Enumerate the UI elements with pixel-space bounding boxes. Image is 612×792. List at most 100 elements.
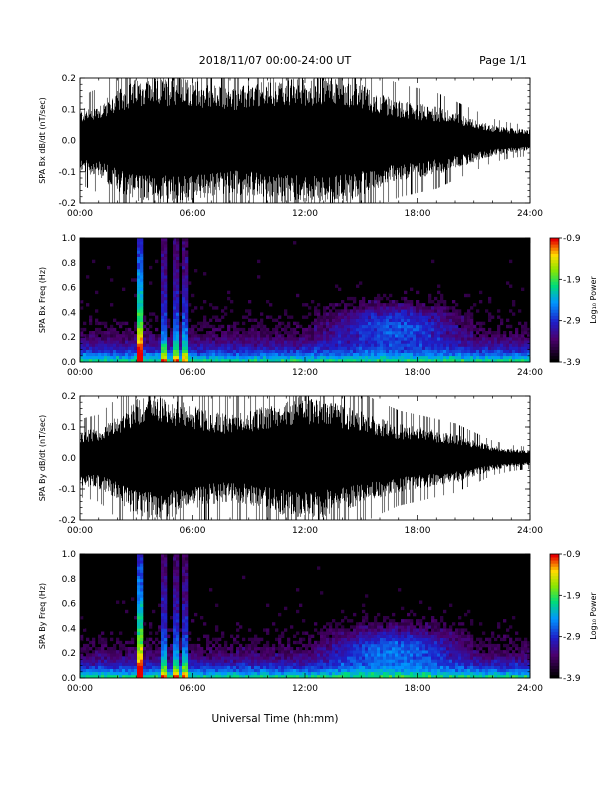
spectrogram-cell [248, 662, 252, 666]
spectrogram-cell [326, 331, 330, 335]
spectrogram-cell [179, 349, 183, 353]
spectrogram-cell [410, 321, 414, 326]
spectrogram-cell [266, 656, 270, 660]
spectrogram-cell [125, 609, 129, 614]
spectrogram-cell [410, 650, 414, 654]
spectrogram-cell [122, 331, 126, 335]
spectrogram-cell [257, 324, 261, 329]
spectrogram-cell [173, 337, 177, 341]
spectrogram-cell [446, 634, 450, 638]
spectrogram-cell [113, 358, 117, 363]
spectrogram-cell [362, 656, 366, 660]
spectrogram-cell [323, 324, 327, 329]
spectrogram-cell [185, 300, 189, 304]
spectrogram-cell [185, 572, 189, 576]
spectrogram-cell [227, 349, 231, 353]
spectrogram-cell [431, 628, 435, 632]
spectrogram-cell [497, 309, 501, 313]
spectrogram-cell [347, 349, 351, 353]
spectrogram-cell [179, 327, 183, 332]
spectrogram-cell [374, 334, 378, 338]
spectrogram-cell [431, 355, 435, 360]
spectrogram-cell [320, 628, 324, 632]
spectrogram-cell [458, 352, 462, 357]
spectrogram-cell [434, 634, 438, 638]
spectrogram-cell [191, 340, 195, 344]
spectrogram-cell [443, 650, 447, 654]
spectrogram-cell [431, 674, 435, 679]
spectrogram-cell [137, 603, 141, 607]
spectrogram-cell [428, 662, 432, 666]
spectrogram-cell [212, 674, 216, 679]
spectrogram-cell [368, 315, 372, 319]
spectrogram-cell [410, 659, 414, 663]
spectrogram-cell [215, 352, 219, 357]
spectrogram-cell [176, 628, 180, 632]
spectrogram-cell [422, 315, 426, 319]
spectrogram-cell [173, 637, 177, 642]
spectrogram-cell [266, 650, 270, 654]
spectrogram-cell [371, 634, 375, 638]
spectrogram-cell [347, 346, 351, 350]
spectrogram-cell [353, 671, 357, 676]
spectrogram-cell [299, 358, 303, 363]
spectrogram-cell [380, 321, 384, 326]
spectrogram-cell [107, 674, 111, 679]
spectrogram-cell [287, 334, 291, 338]
spectrogram-cell [167, 358, 171, 363]
spectrogram-cell [137, 250, 141, 254]
spectrogram-cell [479, 352, 483, 357]
spectrogram-cell [440, 321, 444, 326]
spectrogram-cell [362, 659, 366, 663]
spectrogram-cell [350, 634, 354, 638]
spectrogram-cell [230, 659, 234, 663]
spectrogram-cell [173, 334, 177, 338]
spectrogram-cell [371, 315, 375, 319]
spectrogram-cell [119, 662, 123, 666]
spectrogram-cell [425, 309, 429, 313]
spectrogram-cell [392, 625, 396, 629]
spectrogram-cell [269, 303, 273, 307]
spectrogram-cell [434, 352, 438, 357]
spectrogram-cell [173, 275, 177, 279]
spectrogram-cell [296, 640, 300, 645]
spectrogram-cell [176, 674, 180, 679]
spectrogram-cell [464, 293, 468, 298]
spectrogram-cell [497, 331, 501, 335]
spectrogram-cell [164, 560, 168, 564]
spectrogram-cell [473, 656, 477, 660]
spectrogram-cell [182, 585, 186, 589]
spectrogram-cell [131, 352, 135, 357]
spectrogram-cell [185, 275, 189, 279]
spectrogram-cell [398, 324, 402, 329]
spectrogram-cell [491, 334, 495, 338]
spectrogram-cell [302, 334, 306, 338]
spectrogram-cell [287, 643, 291, 648]
spectrogram-cell [413, 653, 417, 657]
spectrogram-cell [164, 653, 168, 657]
spectrogram-cell [449, 334, 453, 338]
spectrogram-cell [89, 656, 93, 660]
spectrogram-cell [332, 634, 336, 638]
spectrogram-cell [146, 662, 150, 666]
spectrogram-cell [257, 352, 261, 357]
spectrogram-cell [185, 569, 189, 573]
spectrogram-cell [281, 647, 285, 651]
spectrogram-cell [410, 303, 414, 307]
spectrogram-cell [140, 327, 144, 332]
spectrogram-cell [506, 352, 510, 357]
spectrogram-cell [224, 312, 228, 316]
spectrogram-cell [233, 343, 237, 347]
spectrogram-cell [419, 647, 423, 651]
spectrogram-cell [263, 659, 267, 663]
colorbar-segment [550, 262, 559, 267]
spectrogram-cell [251, 352, 255, 357]
spectrogram-cell [236, 653, 240, 657]
spectrogram-cell [218, 656, 222, 660]
spectrogram-cell [212, 324, 216, 329]
spectrogram-cell [311, 665, 315, 669]
spectrogram-cell [290, 674, 294, 679]
spectrogram-cell [248, 653, 252, 657]
spectrogram-cell [377, 343, 381, 347]
spectrogram-cell [179, 662, 183, 666]
